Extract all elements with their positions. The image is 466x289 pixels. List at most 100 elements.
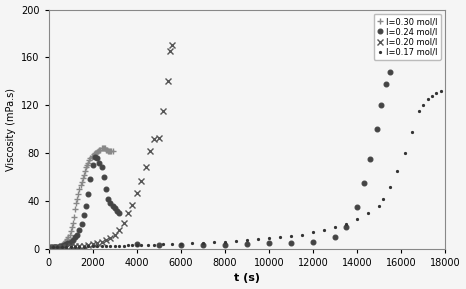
I=0.24 mol/l [55,245,60,248]
I=0.20 mol/l [50,246,56,249]
Line: I=0.17 mol/l: I=0.17 mol/l [51,89,443,249]
I=0.24 mol/l [88,178,93,181]
I=0.24 mol/l [361,181,366,185]
I=0.24 mol/l [244,242,250,246]
Y-axis label: Viscosity (mPa.s): Viscosity (mPa.s) [6,88,15,171]
I=0.20 mol/l [108,236,113,240]
I=0.24 mol/l [354,205,360,209]
I=0.24 mol/l [343,226,349,229]
I=0.20 mol/l [68,245,74,248]
I=0.20 mol/l [90,242,96,246]
I=0.24 mol/l [50,245,56,249]
I=0.20 mol/l [147,149,153,153]
I=0.17 mol/l [77,245,82,249]
I=0.17 mol/l [138,243,144,247]
I=0.20 mol/l [169,44,175,47]
I=0.24 mol/l [368,158,373,161]
I=0.17 mol/l [433,92,439,95]
I=0.20 mol/l [77,244,82,248]
I=0.24 mol/l [310,240,316,243]
X-axis label: t (s): t (s) [234,273,260,284]
I=0.24 mol/l [134,242,139,246]
I=0.24 mol/l [83,204,89,208]
I=0.24 mol/l [387,70,393,73]
I=0.20 mol/l [94,242,100,245]
I=0.24 mol/l [57,244,62,248]
Line: I=0.30 mol/l: I=0.30 mol/l [47,146,115,251]
I=0.17 mol/l [409,130,415,133]
I=0.24 mol/l [66,242,71,245]
I=0.24 mol/l [101,175,107,179]
I=0.24 mol/l [61,243,67,247]
I=0.17 mol/l [438,89,444,93]
I=0.24 mol/l [94,156,100,160]
I=0.20 mol/l [99,240,104,244]
I=0.30 mol/l [62,240,68,244]
I=0.20 mol/l [138,179,144,182]
I=0.20 mol/l [63,245,69,249]
I=0.30 mol/l [101,147,107,150]
I=0.24 mol/l [79,222,84,225]
I=0.20 mol/l [55,245,60,249]
I=0.20 mol/l [59,245,65,249]
I=0.24 mol/l [383,82,389,86]
I=0.30 mol/l [93,151,99,155]
I=0.20 mol/l [103,239,109,242]
I=0.24 mol/l [110,204,115,208]
I=0.24 mol/l [99,166,104,169]
I=0.24 mol/l [200,243,206,247]
I=0.24 mol/l [222,243,228,247]
I=0.20 mol/l [85,243,91,247]
I=0.20 mol/l [125,211,131,215]
I=0.20 mol/l [134,191,139,194]
I=0.20 mol/l [167,50,172,53]
I=0.30 mol/l [110,149,115,153]
I=0.24 mol/l [48,246,54,249]
I=0.24 mol/l [116,211,122,215]
I=0.20 mol/l [156,136,162,139]
I=0.24 mol/l [108,202,113,205]
I=0.24 mol/l [374,127,380,131]
I=0.24 mol/l [53,245,58,249]
I=0.24 mol/l [75,233,80,236]
I=0.24 mol/l [77,228,82,231]
I=0.20 mol/l [81,244,87,247]
I=0.17 mol/l [94,244,100,248]
I=0.30 mol/l [89,155,95,158]
I=0.24 mol/l [85,192,91,196]
I=0.17 mol/l [50,246,56,249]
Line: I=0.20 mol/l: I=0.20 mol/l [50,43,175,250]
I=0.24 mol/l [114,209,120,212]
I=0.24 mol/l [63,242,69,246]
I=0.24 mol/l [178,243,184,247]
I=0.30 mol/l [99,147,104,150]
I=0.24 mol/l [72,236,78,239]
I=0.24 mol/l [103,187,109,191]
I=0.20 mol/l [112,233,117,236]
I=0.20 mol/l [165,79,171,83]
I=0.20 mol/l [130,203,135,206]
Legend: I=0.30 mol/l, I=0.24 mol/l, I=0.20 mol/l, I=0.17 mol/l: I=0.30 mol/l, I=0.24 mol/l, I=0.20 mol/l… [374,14,441,60]
I=0.24 mol/l [70,238,75,242]
Line: I=0.24 mol/l: I=0.24 mol/l [48,69,392,250]
I=0.24 mol/l [332,235,338,239]
I=0.24 mol/l [81,214,87,217]
I=0.20 mol/l [116,228,122,231]
I=0.20 mol/l [72,244,78,248]
I=0.24 mol/l [288,241,294,244]
I=0.17 mol/l [108,244,113,248]
I=0.24 mol/l [156,243,162,247]
I=0.24 mol/l [90,163,96,167]
I=0.20 mol/l [160,110,166,113]
I=0.24 mol/l [378,103,384,107]
I=0.24 mol/l [68,240,74,243]
I=0.24 mol/l [112,206,117,210]
I=0.30 mol/l [61,242,67,245]
I=0.24 mol/l [96,161,102,164]
I=0.24 mol/l [266,242,272,245]
I=0.24 mol/l [105,197,111,200]
I=0.30 mol/l [108,149,113,153]
I=0.30 mol/l [47,246,53,249]
I=0.20 mol/l [121,221,126,224]
I=0.24 mol/l [92,155,98,158]
